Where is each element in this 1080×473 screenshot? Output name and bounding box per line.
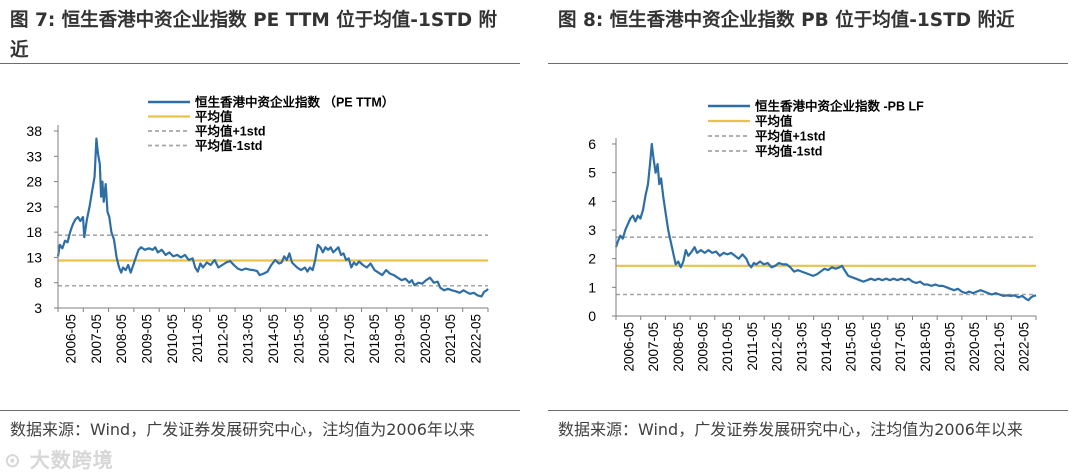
y-tick-label: 23 <box>26 199 42 215</box>
figure-8-source: 数据来源：Wind，广发证券发展研究中心，注均值为2006年以来 <box>558 420 1023 439</box>
x-tick-label: 2014-05 <box>819 322 834 372</box>
y-tick-label: 4 <box>588 193 596 209</box>
legend-label-3: 平均值-1std <box>755 144 822 159</box>
x-tick-label: 2017-05 <box>342 314 357 364</box>
y-tick-label: 13 <box>26 249 42 265</box>
y-tick-label: 38 <box>26 123 42 139</box>
figure-7-title: 图 7: 恒生香港中资企业指数 PE TTM 位于均值-1STD 附近 <box>10 6 515 66</box>
x-tick-label: 2012-05 <box>215 314 230 364</box>
x-tick-label: 2014-05 <box>266 314 281 364</box>
y-tick-label: 0 <box>588 308 596 324</box>
x-tick-label: 2007-05 <box>89 314 104 364</box>
figure-7-source: 数据来源：Wind，广发证券发展研究中心，注均值为2006年以来 <box>10 420 475 439</box>
x-tick-label: 2019-05 <box>943 322 958 372</box>
y-tick-label: 6 <box>588 136 596 152</box>
watermark-text: 大数跨境 <box>29 448 114 472</box>
x-tick-label: 2018-05 <box>367 314 382 364</box>
watermark-logo: ⊙ 大数跨境 <box>4 448 114 472</box>
x-tick-label: 2021-05 <box>992 322 1007 372</box>
y-tick-label: 8 <box>34 275 42 291</box>
x-tick-label: 2015-05 <box>844 322 859 372</box>
x-tick-label: 2010-05 <box>165 314 180 364</box>
legend-label-2: 平均值+1std <box>195 124 266 139</box>
series-line <box>614 142 1037 302</box>
x-tick-label: 2006-05 <box>64 314 79 364</box>
figure-7-panel: 图 7: 恒生香港中资企业指数 PE TTM 位于均值-1STD 附近 恒生香港… <box>0 0 532 473</box>
y-tick-label: 2 <box>588 251 596 267</box>
figure-8-bottom-rule <box>548 410 1068 411</box>
x-tick-label: 2022-05 <box>468 314 483 364</box>
y-tick-label: 1 <box>588 279 596 295</box>
x-tick-label: 2016-05 <box>868 322 883 372</box>
legend-label-3: 平均值-1std <box>195 138 262 153</box>
x-tick-label: 2006-05 <box>621 322 636 372</box>
x-tick-label: 2020-05 <box>418 314 433 364</box>
y-tick-label: 3 <box>588 222 596 238</box>
legend-label-2: 平均值+1std <box>755 129 826 144</box>
x-tick-label: 2013-05 <box>794 322 809 372</box>
legend-label-1: 平均值 <box>195 109 233 124</box>
x-tick-label: 2008-05 <box>114 314 129 364</box>
figure-7-bottom-rule <box>0 410 520 411</box>
x-tick-label: 2009-05 <box>140 314 155 364</box>
figure-8-label: 图 8: <box>558 10 604 31</box>
figure-8-top-rule <box>548 63 1068 64</box>
x-tick-label: 2008-05 <box>671 322 686 372</box>
x-tick-label: 2016-05 <box>317 314 332 364</box>
x-tick-label: 2010-05 <box>720 322 735 372</box>
x-tick-label: 2011-05 <box>745 322 760 371</box>
x-tick-label: 2022-05 <box>1017 322 1032 372</box>
x-tick-label: 2020-05 <box>967 322 982 372</box>
x-tick-label: 2018-05 <box>918 322 933 372</box>
figure-7-title-text: 恒生香港中资企业指数 PE TTM 位于均值-1STD 附近 <box>10 10 498 61</box>
y-tick-label: 3 <box>34 300 42 316</box>
x-tick-label: 2011-05 <box>190 314 205 363</box>
x-tick-label: 2013-05 <box>241 314 256 364</box>
legend-label-0: 恒生香港中资企业指数 -PB LF <box>755 99 924 114</box>
figure-7-top-rule <box>0 63 520 64</box>
y-tick-label: 5 <box>588 165 596 181</box>
y-tick-label: 33 <box>26 148 42 164</box>
legend-label-0: 恒生香港中资企业指数 （PE TTM） <box>195 95 394 110</box>
x-tick-label: 2015-05 <box>291 314 306 364</box>
x-tick-label: 2017-05 <box>893 322 908 372</box>
x-tick-label: 2021-05 <box>443 314 458 364</box>
y-tick-label: 18 <box>26 224 42 240</box>
legend-label-1: 平均值 <box>755 114 793 129</box>
x-tick-label: 2019-05 <box>392 314 407 364</box>
x-tick-label: 2012-05 <box>770 322 785 372</box>
pe-ttm-chart: 恒生香港中资企业指数 （PE TTM）平均值平均值+1std平均值-1std38… <box>26 95 489 364</box>
figure-7-label: 图 7: <box>10 10 56 31</box>
x-tick-label: 2009-05 <box>695 322 710 372</box>
x-tick-label: 2007-05 <box>646 322 661 372</box>
series-line <box>56 137 489 298</box>
figure-8-title: 图 8: 恒生香港中资企业指数 PB 位于均值-1STD 附近 <box>558 6 1063 36</box>
y-tick-label: 28 <box>26 174 42 190</box>
figure-8-panel: 图 8: 恒生香港中资企业指数 PB 位于均值-1STD 附近 恒生香港中资企业… <box>548 0 1080 473</box>
figure-8-title-text: 恒生香港中资企业指数 PB 位于均值-1STD 附近 <box>609 10 1015 31</box>
